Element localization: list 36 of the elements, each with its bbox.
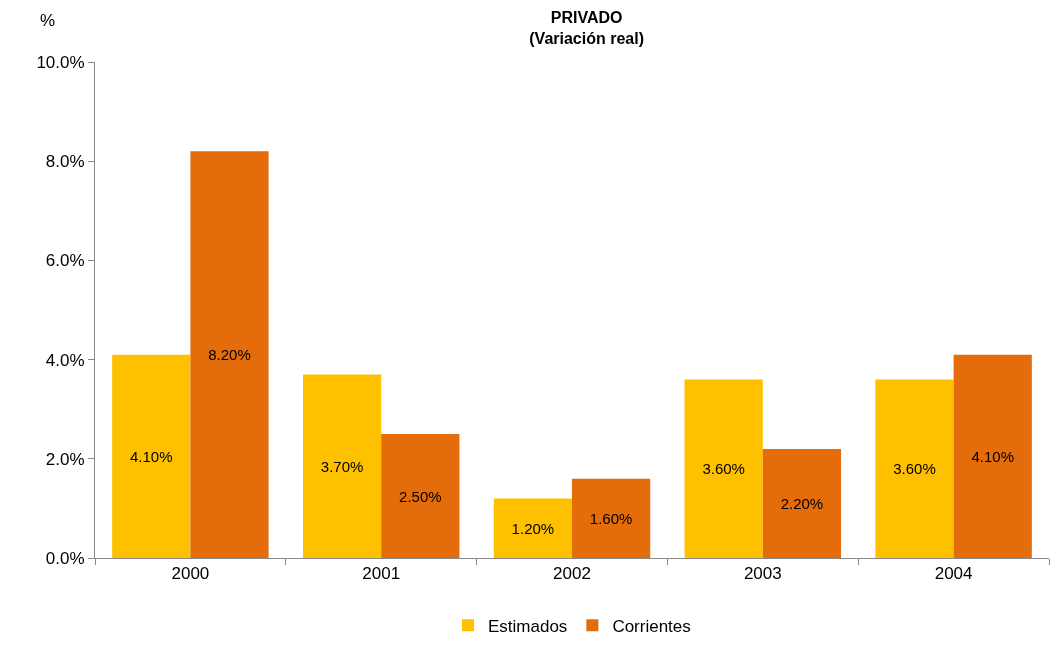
bar: [302, 374, 382, 558]
x-tick-label: 2000: [171, 564, 210, 584]
data-label: 3.60%: [893, 460, 936, 478]
data-label: 2.50%: [399, 487, 442, 505]
data-label: 1.60%: [589, 509, 633, 527]
x-tick-label: 2001: [362, 564, 401, 584]
bar: [762, 448, 842, 558]
legend-label: Corrientes: [612, 616, 691, 636]
y-tick-label: 8.0%: [45, 152, 85, 172]
data-label: 4.10%: [971, 447, 1014, 465]
y-tick-label: 2.0%: [45, 449, 85, 469]
chart-subtitle: (Variación real): [529, 29, 644, 47]
bar: [953, 354, 1032, 558]
bar: [112, 354, 191, 558]
data-label: 3.70%: [320, 457, 364, 475]
y-tick-label: 6.0%: [45, 251, 85, 271]
data-label: 2.20%: [780, 494, 824, 512]
data-label: 4.10%: [130, 447, 173, 465]
x-tick-label: 2003: [743, 564, 782, 584]
y-tick-label: 10.0%: [36, 52, 85, 72]
y-tick-label: 0.0%: [45, 548, 85, 568]
bar: [493, 498, 572, 558]
x-tick-label: 2004: [934, 564, 973, 584]
legend-label: Estimados: [488, 616, 568, 636]
bar: [381, 434, 460, 558]
bar: [875, 379, 954, 558]
data-label: 3.60%: [702, 460, 745, 478]
y-tick-label: 4.0%: [45, 350, 85, 370]
y-axis-title: %: [40, 11, 56, 30]
chart-title: PRIVADO: [550, 8, 623, 26]
bar: [190, 151, 269, 558]
data-label: 8.20%: [208, 346, 251, 364]
bar: [572, 478, 651, 558]
x-tick-label: 2002: [553, 564, 591, 584]
bar: [684, 379, 763, 558]
data-label: 1.20%: [511, 519, 555, 537]
